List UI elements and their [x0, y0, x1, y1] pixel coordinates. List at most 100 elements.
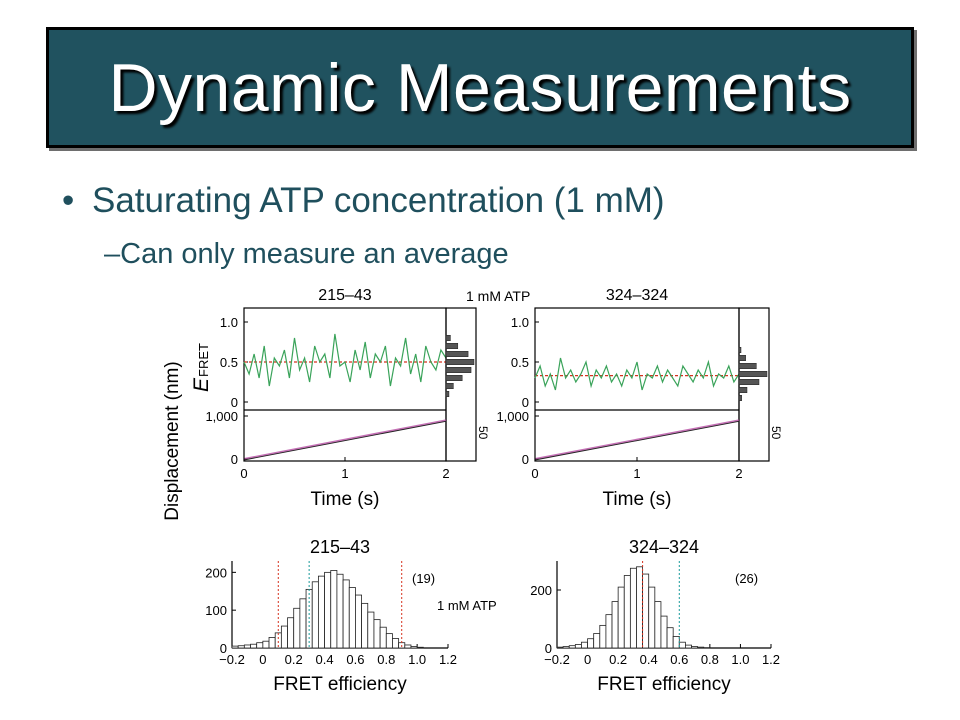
x-tick-label: 0.4: [316, 652, 334, 667]
histogram-bar: [237, 645, 245, 649]
y-tick-label: 0.5: [511, 355, 529, 370]
y-tick-label: 1,000: [205, 409, 238, 424]
histogram-bar: [697, 646, 705, 649]
y-tick-label: 200: [530, 583, 552, 598]
side-histogram-bar: [445, 367, 472, 373]
displacement-axis-title: Displacement (nm): [162, 361, 183, 520]
x-tick-label: 0: [259, 652, 266, 667]
histogram-bar: [678, 641, 686, 649]
histogram-title: 324–324: [629, 537, 699, 557]
fret-trace: [534, 357, 740, 391]
histogram-bar: [617, 586, 625, 649]
y-tick-label: 0: [522, 395, 529, 410]
histogram-bar: [293, 607, 301, 649]
x-tick-label: 0: [584, 652, 591, 667]
x-axis-title: FRET efficiency: [273, 674, 407, 695]
histogram-bar: [574, 644, 582, 649]
histogram-bar: [256, 642, 264, 649]
x-tick-label: 1: [633, 466, 640, 481]
histogram-bar: [404, 644, 412, 649]
y-tick-label: 100: [205, 603, 227, 618]
plot-frame: [534, 307, 740, 462]
histogram-bar: [416, 646, 424, 649]
side-histogram-bar: [445, 383, 454, 389]
histogram-bar: [355, 594, 362, 649]
side-histogram-bar: [445, 343, 459, 349]
histogram-bar: [629, 567, 637, 649]
x-tick-label: 0.2: [285, 652, 303, 667]
histogram-bar: [250, 643, 258, 649]
side-histogram-bar: [445, 375, 463, 381]
side-histogram-bar: [738, 347, 742, 353]
histogram-bar: [654, 601, 662, 649]
bullet-text: Saturating ATP concentration (1 mM): [92, 181, 665, 220]
x-tick-label: 1.0: [408, 652, 426, 667]
sub-bullet-text: Can only measure an average: [120, 238, 509, 270]
histogram-bar: [599, 624, 607, 649]
y-tick-label: 1.0: [511, 315, 529, 330]
histogram-bar: [299, 598, 307, 649]
x-tick-label: 1.2: [439, 652, 457, 667]
histogram-bar: [581, 641, 588, 649]
side-histogram-bar: [445, 335, 451, 341]
histogram-bar: [373, 619, 381, 649]
histogram-bar: [648, 586, 656, 649]
histogram-bar: [385, 633, 393, 649]
histogram-bar: [636, 566, 644, 649]
trace-title: 324–324: [606, 287, 668, 304]
molecule-count: (26): [735, 571, 758, 586]
x-tick-label: 0.6: [346, 652, 364, 667]
y-tick-label: 1,000: [496, 409, 529, 424]
x-tick-label: 0.8: [377, 652, 395, 667]
x-tick-label: −0.2: [544, 652, 570, 667]
histogram-bar: [268, 637, 276, 649]
x-axis-title: Time (s): [603, 489, 672, 510]
histogram-bar: [330, 570, 338, 649]
x-tick-label: 0.8: [701, 652, 719, 667]
histogram-title: 215–43: [310, 537, 370, 557]
x-tick-label: 2: [442, 466, 449, 481]
y-tick-label: 0: [231, 452, 238, 467]
side-histogram-bar: [445, 391, 450, 397]
y-tick-label: 0: [231, 395, 238, 410]
histogram-bar: [593, 633, 601, 649]
histogram-bar: [324, 571, 332, 649]
histogram-bar: [361, 602, 369, 649]
y-tick-label: 0: [545, 641, 552, 656]
histogram-bar: [348, 587, 356, 649]
trace-title: 215–43: [318, 287, 371, 304]
displacement-fit: [534, 419, 740, 460]
histogram-bar: [280, 625, 288, 649]
y-tick-label: 0: [220, 641, 227, 656]
side-histogram-bar: [738, 355, 746, 361]
x-tick-label: 0: [240, 466, 247, 481]
histogram-bar: [623, 575, 631, 649]
histogram-bar: [611, 601, 619, 649]
side-histogram-bar: [738, 363, 757, 369]
histogram-bar: [666, 627, 674, 649]
side-histogram-bar: [445, 351, 469, 357]
x-tick-label: 0.6: [670, 652, 688, 667]
x-axis-title: FRET efficiency: [597, 674, 731, 695]
x-tick-label: 0: [531, 466, 538, 481]
x-tick-label: 1: [341, 466, 348, 481]
bullet-item: • Saturating ATP concentration (1 mM): [62, 181, 665, 221]
side-histogram-bar: [738, 371, 768, 377]
x-tick-label: 2: [735, 466, 742, 481]
histogram-bar: [342, 579, 350, 649]
histogram-bar: [691, 646, 699, 649]
histogram-bar: [587, 638, 595, 649]
sub-bullet-item: –Can only measure an average: [104, 238, 509, 271]
histogram-bar: [287, 617, 295, 649]
histogram-count-tick: 50: [476, 426, 490, 440]
condition-label: 1 mM ATP: [437, 598, 497, 613]
histogram-bar: [243, 644, 251, 649]
bullet-marker: •: [62, 181, 75, 220]
histogram-bar: [672, 636, 680, 649]
x-tick-label: 0.2: [609, 652, 627, 667]
histogram-bar: [392, 638, 400, 649]
sub-bullet-marker: –: [104, 238, 121, 270]
x-tick-label: 1.0: [731, 652, 749, 667]
